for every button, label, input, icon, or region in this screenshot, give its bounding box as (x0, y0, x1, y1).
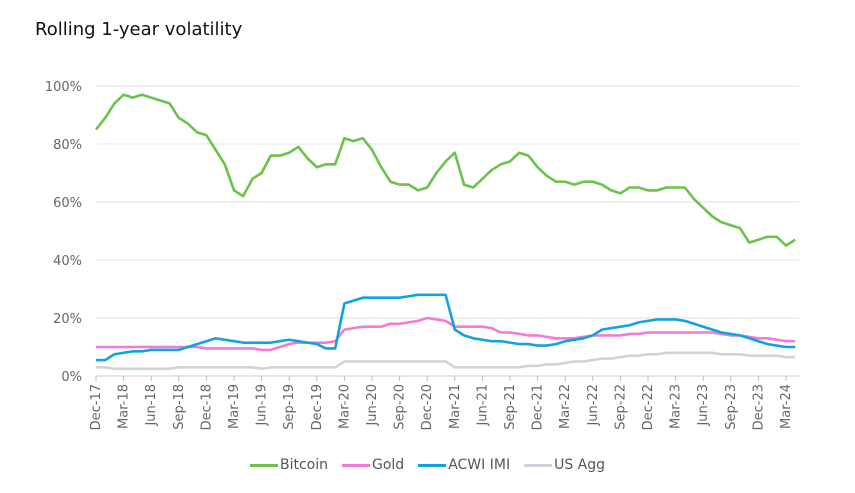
y-tick-label: 100% (45, 80, 82, 95)
series-line-gold (96, 316, 796, 352)
x-tick-label: Dec-21 (531, 384, 546, 430)
legend-swatch (524, 463, 553, 467)
x-tick-label: Mar-23 (669, 384, 684, 429)
line-chart: 0% 20% 40% 60% 80% 100% Dec-17 Mar-18 Jun-18 Sep-… (45, 80, 799, 430)
legend-item: ACWI IMI (418, 457, 510, 473)
series-line-us-agg (96, 351, 796, 371)
x-tick-label: Dec-19 (310, 384, 325, 430)
x-tick-label: Sep-22 (613, 384, 628, 430)
x-tick-label: Sep-20 (393, 384, 408, 430)
x-tick-label: Sep-21 (503, 384, 518, 430)
legend-item: Bitcoin (249, 457, 328, 473)
x-tick-label: Dec-20 (420, 384, 435, 430)
x-tick-label: Mar-24 (779, 384, 794, 429)
x-tick-label: Jun-18 (144, 384, 159, 427)
x-tick-label: Sep-18 (172, 384, 187, 430)
legend-label: Gold (372, 457, 405, 473)
x-tick-label: Jun-21 (475, 384, 490, 427)
x-tick-label: Jun-22 (586, 384, 601, 427)
y-tick-label: 60% (53, 196, 82, 211)
y-tick-label: 0% (61, 370, 82, 385)
y-tick-label: 20% (53, 312, 82, 327)
x-tick-label: Mar-18 (117, 384, 132, 429)
x-tick-label: Jun-23 (696, 384, 711, 427)
legend-swatch (418, 463, 447, 467)
x-tick-label: Sep-23 (724, 384, 739, 430)
x-tick-label: Dec-18 (199, 384, 214, 430)
series-line-acwi-imi (96, 293, 796, 362)
y-tick-label: 80% (53, 138, 82, 153)
x-tick-label: Mar-19 (227, 384, 242, 429)
series-line-bitcoin (94, 93, 796, 247)
legend-swatch (342, 463, 370, 467)
x-tick-label: Mar-20 (337, 384, 352, 429)
legend-label: Bitcoin (279, 457, 328, 473)
legend-swatch (249, 463, 278, 467)
x-tick-label: Dec-22 (641, 384, 656, 430)
y-tick-label: 40% (53, 254, 82, 269)
x-tick-label: Jun-20 (365, 384, 380, 427)
x-tick-label: Mar-22 (558, 384, 573, 429)
legend: Bitcoin Gold ACWI IMI US Agg (0, 457, 855, 473)
chart-title: Rolling 1-year volatility (35, 19, 243, 40)
x-tick-label: Mar-21 (448, 384, 463, 429)
x-tick-label: Jun-19 (255, 384, 270, 427)
x-tick-label: Dec-17 (89, 384, 104, 430)
legend-item: Gold (342, 457, 404, 473)
legend-label: ACWI IMI (448, 457, 511, 473)
legend-label: US Agg (554, 457, 606, 473)
legend-item: US Agg (524, 457, 605, 473)
x-tick-label: Sep-19 (282, 384, 297, 430)
x-tick-label: Dec-23 (751, 384, 766, 430)
